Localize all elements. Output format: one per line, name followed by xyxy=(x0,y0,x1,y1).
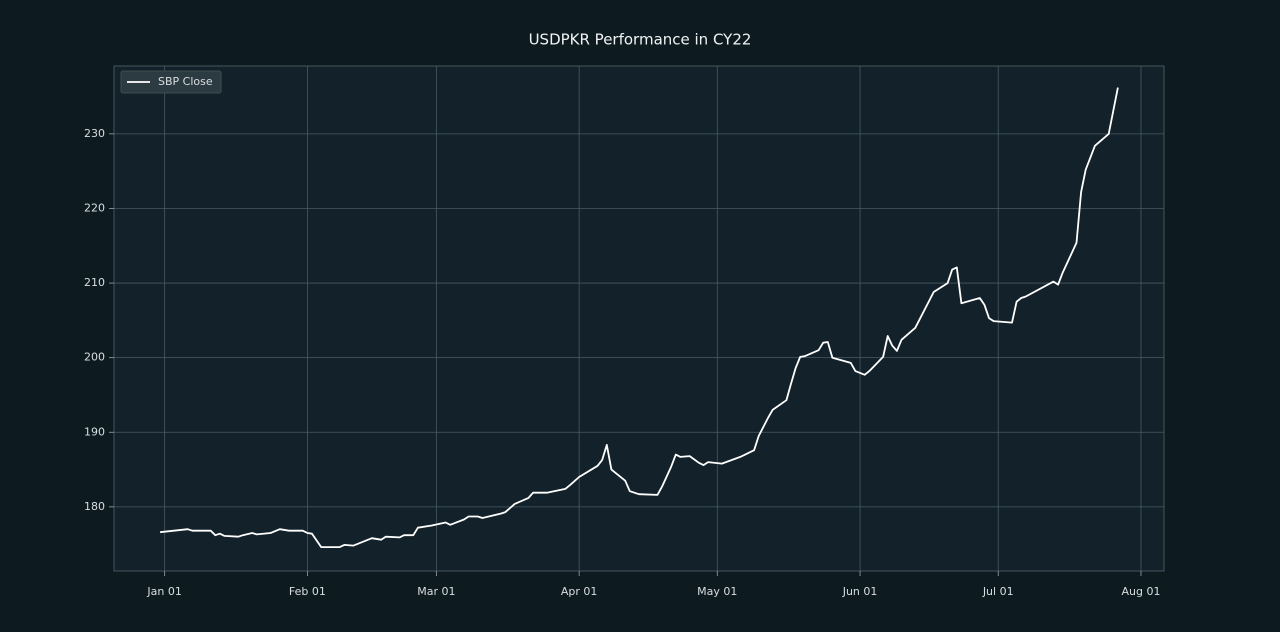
x-tick-label: Jun 01 xyxy=(842,585,878,598)
legend-label: SBP Close xyxy=(158,75,213,88)
x-tick-label: Mar 01 xyxy=(417,585,455,598)
legend-box xyxy=(120,70,222,94)
series-line xyxy=(160,87,1119,548)
chart-title: USDPKR Performance in CY22 xyxy=(529,31,752,49)
x-tick-label: Jul 01 xyxy=(982,585,1014,598)
y-tick-label: 230 xyxy=(84,127,105,140)
plot-area xyxy=(113,65,1165,572)
y-tick-label: 210 xyxy=(84,276,105,289)
x-tick-label: Feb 01 xyxy=(289,585,326,598)
y-tick-label: 200 xyxy=(84,351,105,364)
y-tick-label: 220 xyxy=(84,201,105,214)
x-tick-label: Jan 01 xyxy=(146,585,181,598)
x-tick-label: May 01 xyxy=(697,585,737,598)
x-tick-label: Aug 01 xyxy=(1121,585,1160,598)
y-tick-label: 190 xyxy=(84,425,105,438)
y-tick-label: 180 xyxy=(84,500,105,513)
x-tick-label: Apr 01 xyxy=(561,585,598,598)
